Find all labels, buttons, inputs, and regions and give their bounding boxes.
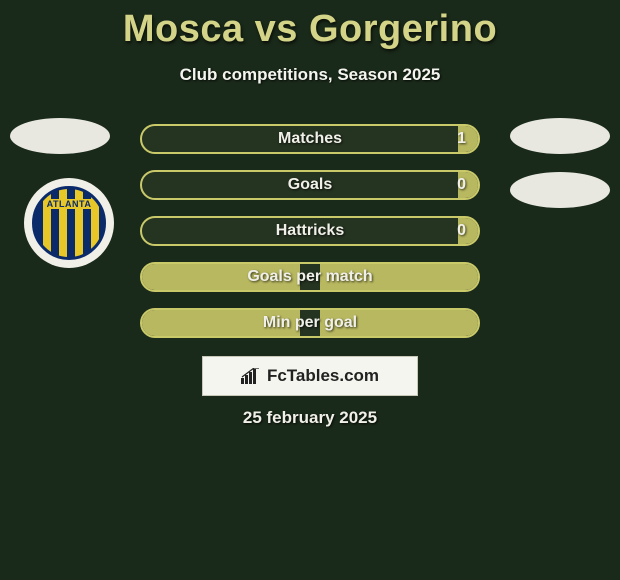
- stats-panel: Matches 1 Goals 0 Hattricks 0 Goals per …: [140, 124, 480, 354]
- bar-chart-icon: [241, 368, 261, 384]
- stat-row: Goals per match: [140, 262, 480, 292]
- page-title: Mosca vs Gorgerino: [0, 0, 620, 51]
- stat-label: Goals per match: [142, 264, 478, 290]
- stat-value-right: 1: [457, 126, 466, 152]
- club-logo: ATLANTA: [24, 178, 114, 268]
- stat-label: Matches: [142, 126, 478, 152]
- club-logo-text: ATLANTA: [45, 199, 94, 209]
- page-subtitle: Club competitions, Season 2025: [0, 65, 620, 85]
- stat-value-right: 0: [457, 172, 466, 198]
- brand-text: FcTables.com: [267, 366, 379, 386]
- footer-date: 25 february 2025: [0, 408, 620, 428]
- stat-label: Min per goal: [142, 310, 478, 336]
- stat-row: Hattricks 0: [140, 216, 480, 246]
- club-logo-shield: ATLANTA: [32, 186, 106, 260]
- brand-badge[interactable]: FcTables.com: [202, 356, 418, 396]
- stat-label: Goals: [142, 172, 478, 198]
- stat-label: Hattricks: [142, 218, 478, 244]
- player-left-avatar: [10, 118, 110, 154]
- stat-row: Matches 1: [140, 124, 480, 154]
- stat-value-right: 0: [457, 218, 466, 244]
- stat-row: Goals 0: [140, 170, 480, 200]
- player-right-avatar-1: [510, 118, 610, 154]
- player-right-avatar-2: [510, 172, 610, 208]
- stat-row: Min per goal: [140, 308, 480, 338]
- comparison-card: Mosca vs Gorgerino Club competitions, Se…: [0, 0, 620, 580]
